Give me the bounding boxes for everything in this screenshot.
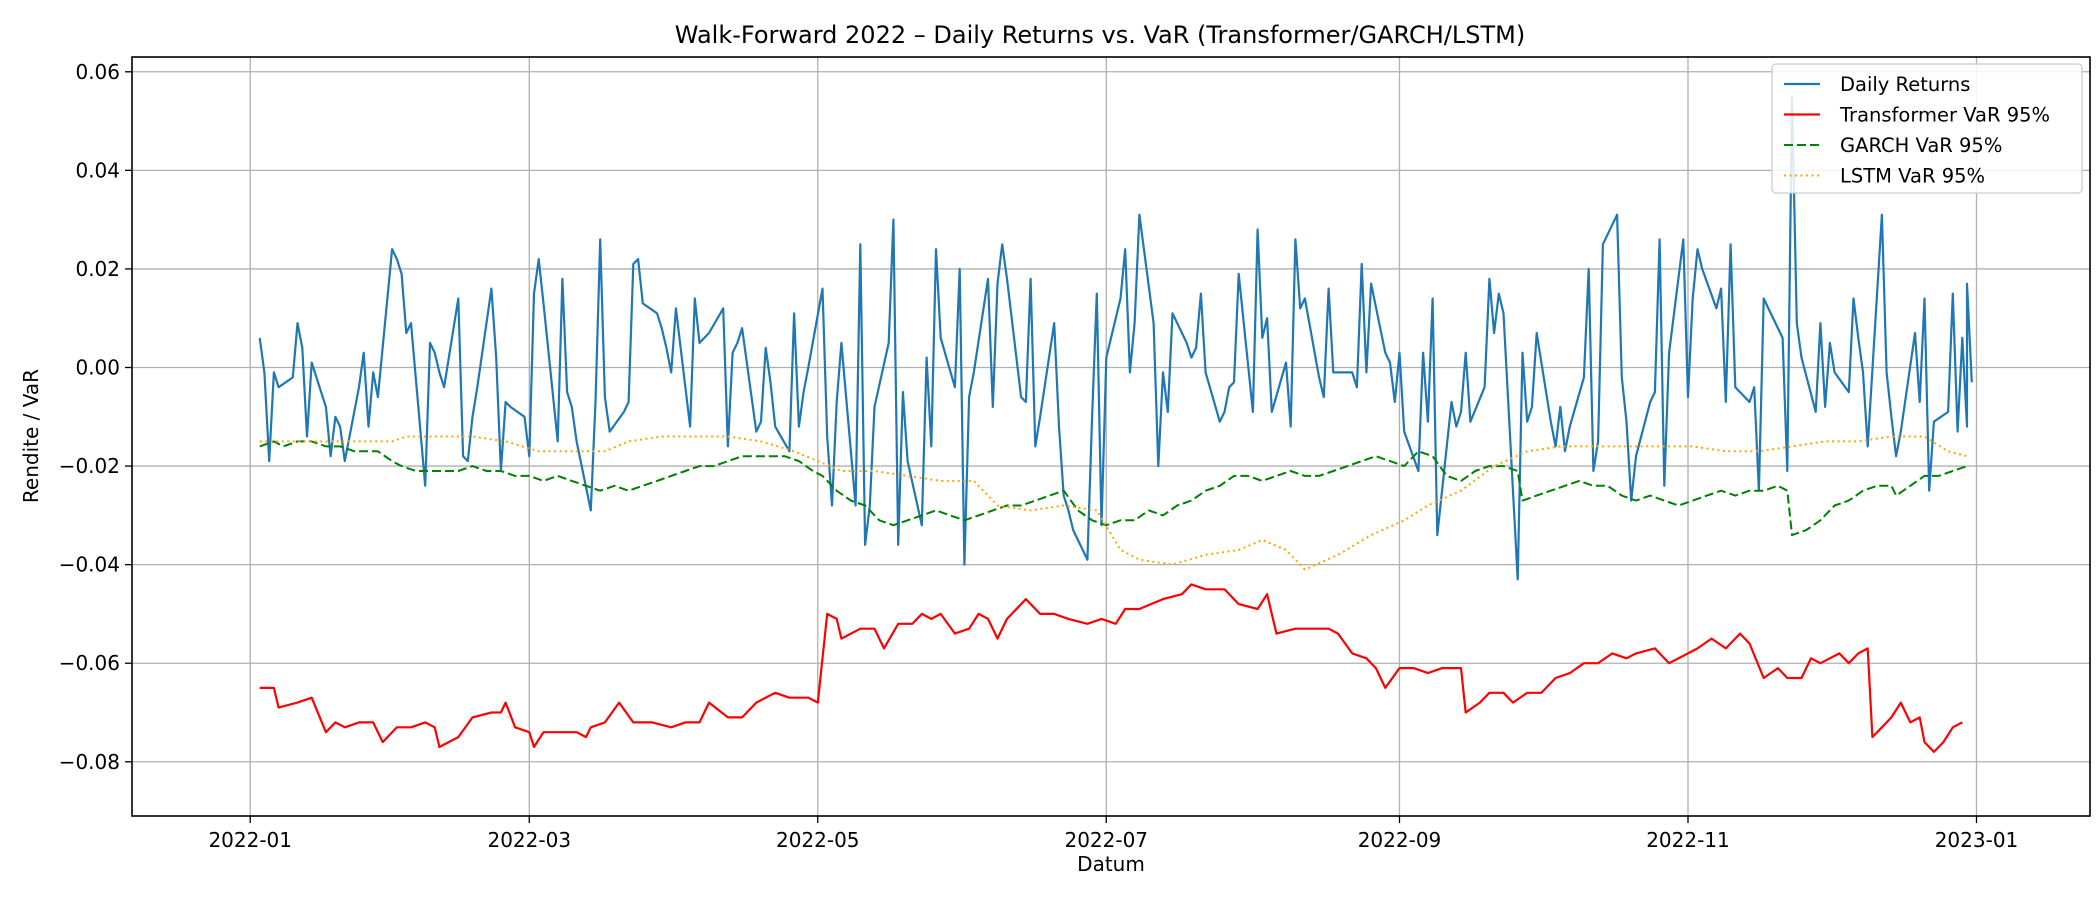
y-tick-label: −0.08 [59, 750, 120, 774]
x-tick-label: 2022-11 [1646, 828, 1730, 852]
legend-label: LSTM VaR 95% [1840, 165, 1985, 188]
x-tick-label: 2022-05 [776, 828, 860, 852]
y-tick-label: 0.04 [75, 158, 120, 182]
y-tick-label: −0.06 [59, 651, 120, 675]
x-tick-label: 2022-07 [1064, 828, 1148, 852]
y-tick-label: 0.06 [75, 60, 120, 84]
series-line-3 [259, 435, 1968, 571]
series-line-0 [258, 95, 1973, 581]
grid [132, 57, 2090, 816]
x-tick-label: 2022-03 [487, 828, 571, 852]
legend-label: GARCH VaR 95% [1840, 134, 2002, 157]
x-axis-label: Datum [1077, 852, 1145, 876]
legend-label: Daily Returns [1840, 73, 1970, 96]
y-tick-label: −0.02 [59, 454, 120, 478]
y-axis: 0.06 0.04 0.02 0.00 −0.02 −0.04 −0.06 −0.08 [59, 60, 132, 774]
plot-frame [131, 56, 2091, 817]
x-tick-label: 2023-01 [1935, 828, 2019, 852]
legend: Daily Returns Transformer VaR 95% GARCH Va… [1771, 63, 2083, 194]
series-line-1 [259, 583, 1963, 753]
y-tick-label: −0.04 [59, 553, 120, 577]
legend-box [1771, 63, 2083, 194]
y-axis-label: Rendite / VaR [19, 369, 43, 503]
chart-title: Walk-Forward 2022 – Daily Returns vs. Va… [675, 21, 1525, 49]
x-tick-label: 2022-01 [208, 828, 292, 852]
y-tick-label: 0.02 [75, 257, 120, 281]
x-tick-label: 2022-09 [1358, 828, 1442, 852]
legend-label: Transformer VaR 95% [1839, 104, 2050, 127]
series-line-2 [259, 440, 1968, 537]
series-layer [258, 95, 1973, 753]
y-tick-label: 0.00 [75, 356, 120, 380]
x-axis: 2022-01 2022-03 2022-05 2022-07 2022-09 2022-… [208, 816, 2018, 852]
